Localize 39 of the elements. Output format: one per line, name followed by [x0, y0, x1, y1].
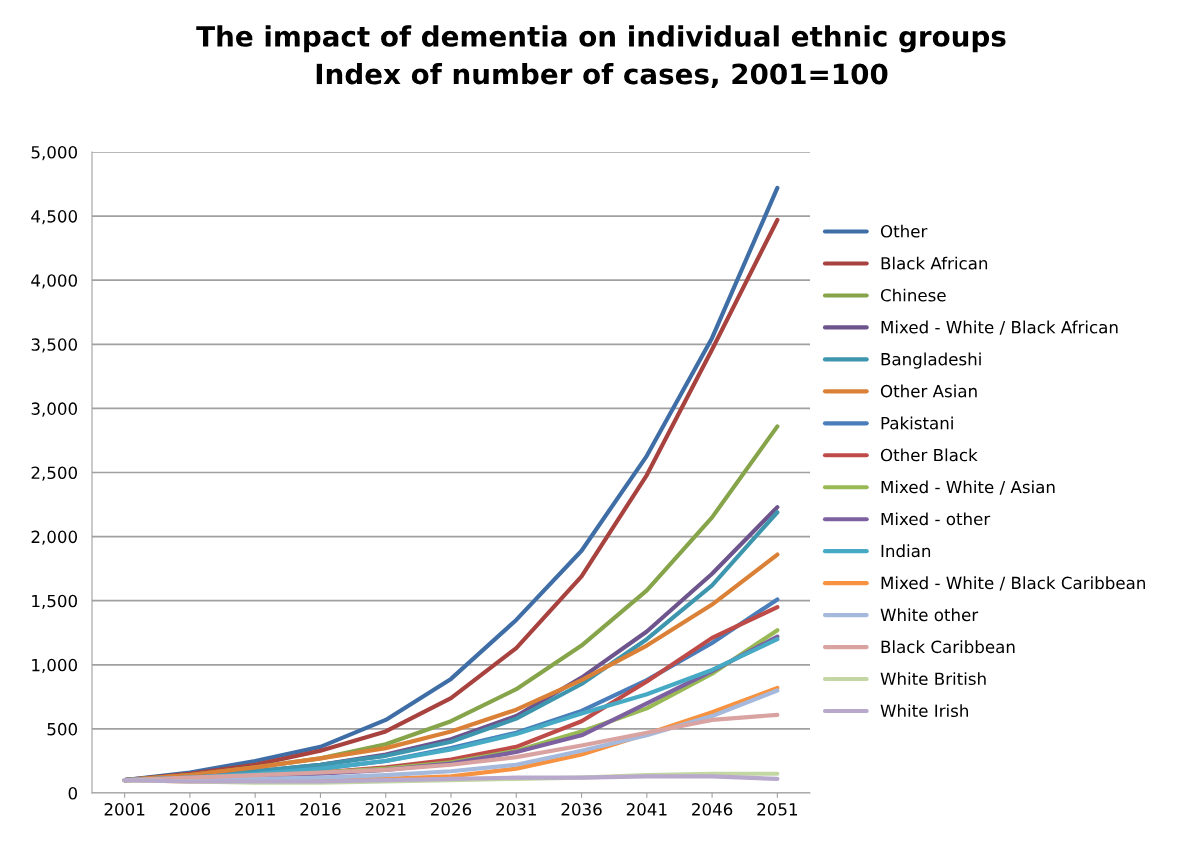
x-tick-label: 2001 [104, 803, 145, 816]
legend-label: White Irish [880, 704, 968, 718]
legend-label: Black Caribbean [881, 640, 1015, 654]
x-tick-label: 2011 [235, 803, 275, 816]
legend-label: Mixed - White / Black African [881, 320, 1118, 335]
x-tick-label: 2031 [496, 803, 536, 816]
legend-label: Bangladeshi [881, 352, 981, 369]
legend-label: Chinese [880, 288, 946, 302]
x-tick-label: 2016 [300, 803, 341, 816]
legend-label: Mixed - White / Black Caribbean [881, 576, 1145, 591]
chart-title: The impact of dementia on individual ethnic groups Index of number of cases, 2001=100 [196, 25, 1006, 89]
legend-label: Other [880, 224, 928, 238]
y-tick-label: 2,000 [31, 530, 77, 545]
y-tick-label: 3,500 [31, 338, 77, 353]
legend-label: White British [880, 672, 986, 686]
y-tick-label: 1,000 [32, 658, 77, 674]
y-tick-label: 500 [47, 722, 77, 736]
x-tick-label: 2046 [692, 803, 733, 816]
x-tick-label: 2051 [757, 803, 798, 816]
legend-label: Pakistani [881, 416, 953, 430]
legend-label: Other Black [880, 448, 978, 462]
y-tick-label: 4,500 [31, 210, 77, 225]
x-tick-label: 2006 [169, 803, 211, 816]
y-tick-label: 1,500 [32, 594, 77, 609]
y-tick-label: 2,500 [31, 466, 77, 481]
x-tick-label: 2021 [365, 803, 406, 816]
x-tick-label: 2036 [561, 803, 602, 816]
x-tick-label: 2026 [431, 803, 472, 816]
legend-label: Black African [881, 256, 988, 270]
y-tick-label: 4,000 [31, 274, 77, 289]
y-tick-label: 3,000 [31, 402, 77, 417]
x-tick-label: 2041 [626, 803, 667, 816]
y-tick-label: 5,000 [31, 145, 77, 161]
legend-label: Other Asian [880, 384, 977, 398]
y-tick-label: 0 [68, 786, 77, 800]
legend-label: Indian [881, 544, 931, 558]
legend-label: Mixed - other [881, 512, 991, 526]
legend-label: White other [880, 608, 979, 622]
legend-label: Mixed - White / Asian [881, 480, 1055, 495]
